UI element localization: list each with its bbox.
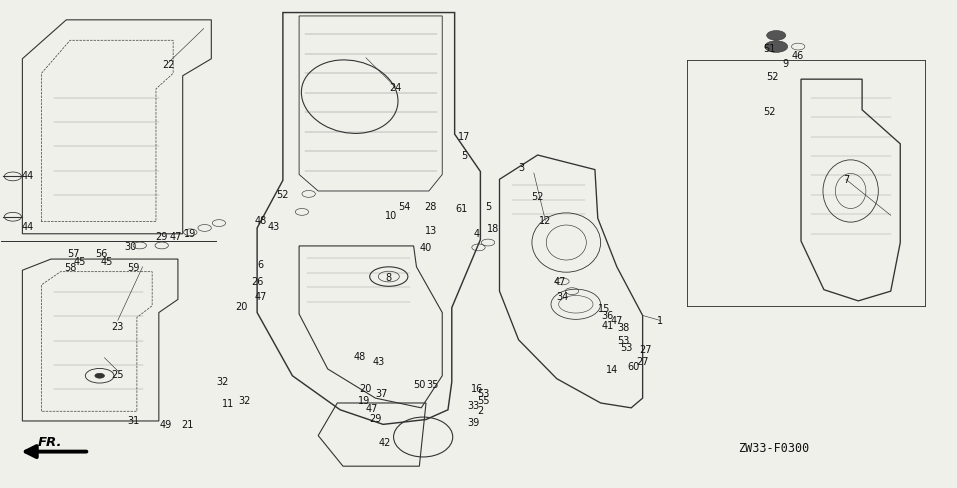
Text: 9: 9: [783, 59, 789, 68]
Text: 38: 38: [617, 323, 630, 332]
Text: 11: 11: [222, 398, 234, 408]
Circle shape: [95, 373, 104, 378]
Text: 31: 31: [127, 415, 139, 425]
Text: 35: 35: [427, 379, 439, 389]
Text: 47: 47: [169, 232, 182, 242]
Text: 14: 14: [606, 364, 618, 374]
Text: 43: 43: [267, 222, 279, 232]
Text: 41: 41: [601, 321, 613, 330]
Text: 20: 20: [360, 384, 372, 394]
Text: 47: 47: [366, 403, 378, 413]
Text: 48: 48: [255, 216, 267, 225]
Text: 25: 25: [112, 369, 124, 379]
Text: 5: 5: [461, 151, 467, 161]
Text: 8: 8: [386, 272, 391, 282]
Text: 45: 45: [74, 256, 86, 266]
Text: 61: 61: [456, 204, 467, 214]
Text: 40: 40: [420, 243, 433, 253]
Text: 52: 52: [531, 191, 544, 202]
Text: 47: 47: [553, 277, 566, 287]
Text: 49: 49: [160, 420, 171, 429]
Text: 18: 18: [487, 224, 499, 233]
Text: 44: 44: [22, 222, 34, 232]
Text: 24: 24: [389, 83, 402, 93]
Text: 34: 34: [556, 291, 568, 302]
Text: 45: 45: [100, 256, 113, 266]
Text: 17: 17: [458, 131, 471, 141]
Text: 39: 39: [468, 418, 479, 427]
Text: 42: 42: [379, 437, 391, 447]
Text: 58: 58: [64, 263, 77, 272]
Text: 37: 37: [375, 388, 388, 398]
Text: 22: 22: [162, 60, 174, 69]
Text: 1: 1: [657, 316, 663, 325]
Text: 19: 19: [184, 228, 196, 238]
Text: 59: 59: [127, 263, 140, 272]
Text: 46: 46: [792, 51, 804, 61]
Text: 53: 53: [478, 388, 489, 398]
Circle shape: [767, 31, 786, 41]
Text: 3: 3: [519, 163, 524, 172]
Text: 55: 55: [477, 395, 490, 405]
Text: 6: 6: [257, 260, 264, 269]
Text: 54: 54: [398, 201, 411, 211]
Text: 32: 32: [238, 395, 251, 405]
Text: 57: 57: [67, 249, 79, 259]
Text: 21: 21: [181, 420, 193, 429]
Text: 48: 48: [353, 351, 366, 362]
Text: 60: 60: [627, 361, 639, 371]
Text: 47: 47: [255, 291, 267, 302]
Text: 29: 29: [369, 413, 382, 423]
Text: 30: 30: [124, 242, 136, 251]
Text: 44: 44: [22, 171, 34, 181]
Text: 51: 51: [764, 44, 776, 54]
Text: 5: 5: [485, 201, 491, 211]
Text: FR.: FR.: [37, 435, 62, 448]
Text: 27: 27: [639, 345, 652, 355]
Text: 13: 13: [425, 225, 437, 235]
Text: 16: 16: [471, 384, 482, 394]
Text: 52: 52: [277, 189, 289, 200]
Text: 19: 19: [358, 395, 370, 405]
Circle shape: [765, 41, 788, 53]
Text: 53: 53: [617, 335, 630, 345]
Text: 7: 7: [843, 175, 849, 185]
Text: 10: 10: [385, 211, 397, 221]
Text: 26: 26: [251, 277, 263, 287]
Text: 50: 50: [413, 379, 426, 389]
Text: 12: 12: [539, 216, 551, 225]
Text: 52: 52: [764, 107, 776, 117]
Text: 4: 4: [474, 228, 479, 238]
Text: ZW33-F0300: ZW33-F0300: [738, 441, 810, 454]
Text: 32: 32: [216, 376, 229, 386]
Text: 2: 2: [478, 405, 483, 415]
Text: 47: 47: [611, 316, 623, 325]
Text: 43: 43: [372, 356, 385, 366]
Text: 56: 56: [96, 249, 108, 259]
Text: 20: 20: [235, 301, 248, 311]
Text: 15: 15: [598, 303, 611, 313]
Text: 23: 23: [112, 322, 124, 331]
Text: 53: 53: [620, 342, 633, 352]
Text: 29: 29: [155, 232, 167, 242]
Text: 33: 33: [468, 400, 479, 410]
Text: 36: 36: [601, 311, 613, 321]
Text: 27: 27: [636, 356, 649, 366]
Text: 52: 52: [767, 72, 779, 81]
Text: 28: 28: [425, 201, 437, 211]
